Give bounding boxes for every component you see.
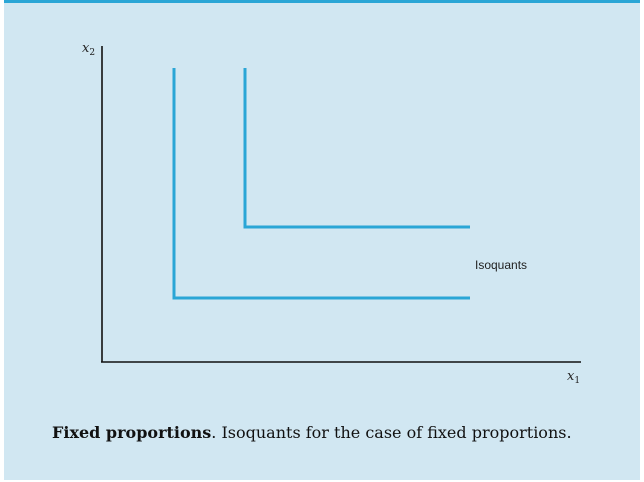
- x-axis-label: x1: [567, 369, 580, 386]
- isoquant-lower: [172, 68, 470, 300]
- y-axis-label: x2: [82, 41, 95, 58]
- isoquant-upper: [243, 68, 470, 229]
- caption-text: . Isoquants for the case of fixed propor…: [211, 423, 572, 442]
- isoquants-annotation: Isoquants: [475, 258, 527, 272]
- isoquant-diagram: x2 x1 Isoquants: [82, 41, 581, 386]
- caption-bold-title: Fixed proportions: [52, 423, 212, 442]
- figure-panel: [4, 0, 640, 480]
- figure-caption: Fixed proportions. Isoquants for the cas…: [52, 421, 597, 444]
